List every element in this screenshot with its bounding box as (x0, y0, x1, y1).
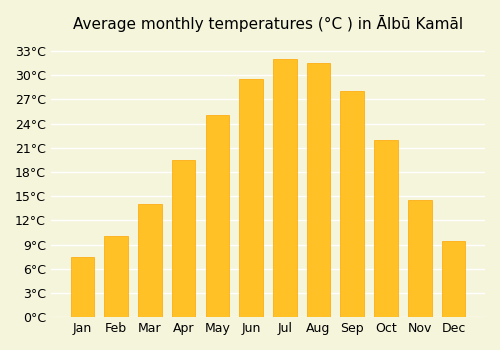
Bar (206, 116, 229, 317)
Bar (172, 160, 196, 317)
Bar (306, 63, 330, 317)
Bar (240, 79, 263, 317)
Bar (104, 237, 128, 317)
Bar (374, 140, 398, 317)
Bar (273, 59, 296, 317)
Bar (408, 200, 432, 317)
Bar (340, 91, 364, 317)
Bar (442, 240, 466, 317)
Bar (70, 257, 94, 317)
Bar (138, 204, 162, 317)
Title: Average monthly temperatures (°C ) in Ālbū Kamāl: Average monthly temperatures (°C ) in Āl… (73, 15, 463, 32)
